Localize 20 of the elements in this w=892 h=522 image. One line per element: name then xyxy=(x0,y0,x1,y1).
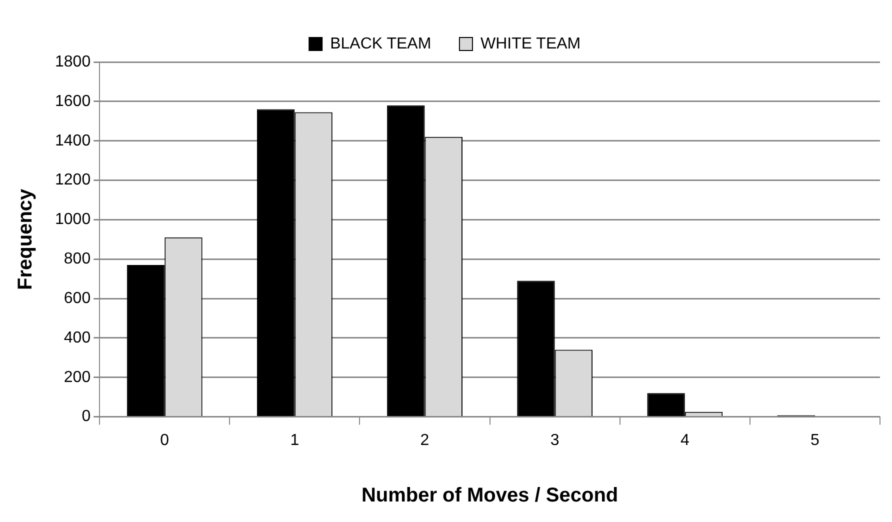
x-tick-label: 2 xyxy=(420,432,430,449)
y-axis-title: Frequency xyxy=(14,188,37,290)
y-tick-label: 1200 xyxy=(55,172,91,189)
x-tick-label: 4 xyxy=(680,432,690,449)
y-tick-label: 1600 xyxy=(55,92,91,110)
y-tick-label: 800 xyxy=(64,250,91,268)
x-tick-label: 5 xyxy=(810,432,820,449)
y-tick-label: 1000 xyxy=(55,211,91,228)
legend-label: WHITE TEAM xyxy=(480,35,581,52)
y-tick-label: 1800 xyxy=(55,53,91,70)
x-tick-label: 1 xyxy=(290,432,300,449)
x-axis-title: Number of Moves / Second xyxy=(361,484,618,507)
legend-label: BLACK TEAM xyxy=(330,35,432,52)
y-tick-label: 200 xyxy=(64,368,91,386)
y-tick-label: 0 xyxy=(82,408,91,426)
y-tick-label: 600 xyxy=(64,290,91,307)
y-tick-label: 400 xyxy=(64,329,91,346)
x-tick-label: 0 xyxy=(160,432,170,449)
y-tick-label: 1400 xyxy=(55,132,91,150)
x-tick-label: 3 xyxy=(550,432,560,449)
